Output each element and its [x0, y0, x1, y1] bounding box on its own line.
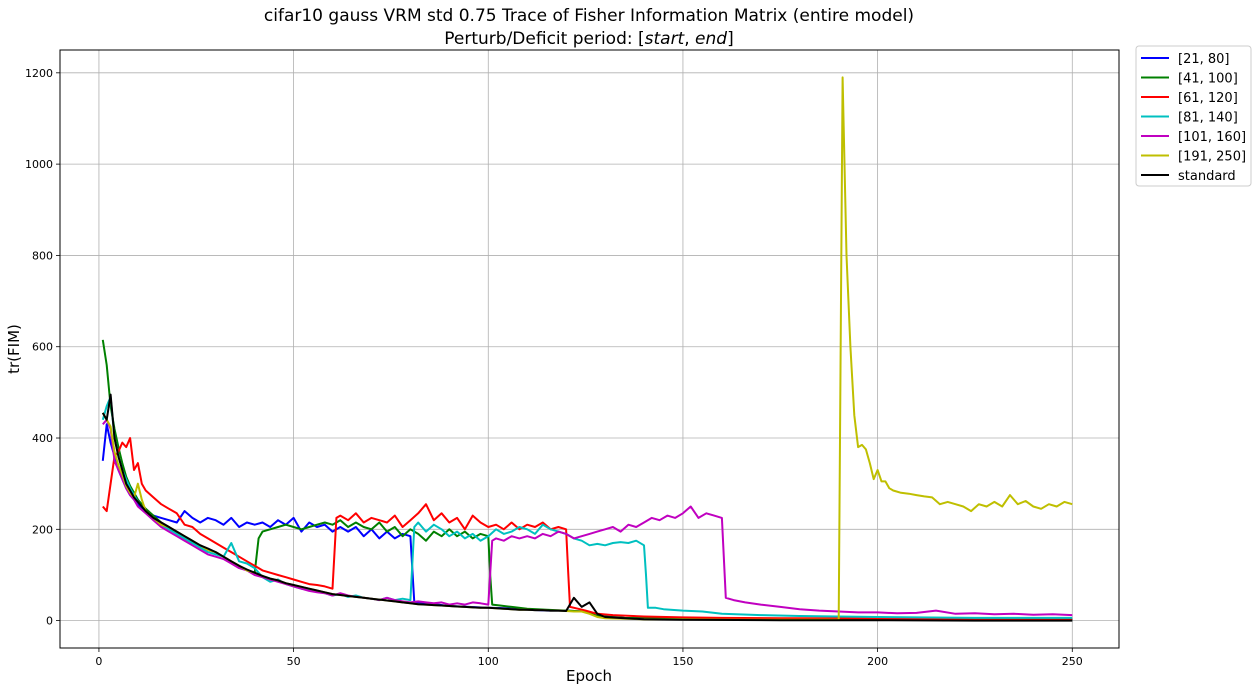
y-tick-label: 1000 [25, 158, 53, 171]
series-line-1 [101, 423, 1073, 621]
y-axis-label: tr(FIM) [5, 324, 23, 374]
x-axis-label: Epoch [566, 667, 612, 685]
x-tick-label: 50 [287, 655, 301, 668]
legend: [21, 80] [41, 100] [61, 120] [81, 140] [101,… [1135, 45, 1252, 187]
legend-label-7: standard [1178, 169, 1236, 184]
chart-subtitle-sep: , [684, 29, 695, 49]
legend-box [1135, 45, 1252, 187]
chart-subtitle: Perturb/Deficit period: [start, end] [444, 29, 733, 49]
series-line-2 [101, 339, 1073, 621]
grid-lines [60, 50, 1119, 648]
y-tick-label: 200 [32, 523, 53, 536]
x-tick-label: 0 [95, 655, 102, 668]
y-tick-label: 1200 [25, 67, 53, 80]
y-tick-label: 0 [46, 615, 53, 628]
plot-lines [101, 76, 1073, 622]
y-tick-label: 600 [32, 341, 53, 354]
legend-label-3: [61, 120] [1178, 91, 1238, 106]
legend-label-2: [41, 100] [1178, 72, 1238, 87]
x-tick-label: 150 [672, 655, 693, 668]
chart-title: cifar10 gauss VRM std 0.75 Trace of Fish… [264, 6, 914, 26]
x-axis: 0 50 100 150 200 250 [95, 648, 1083, 668]
series-line-5 [102, 418, 1073, 617]
x-tick-label: 250 [1062, 655, 1083, 668]
y-tick-label: 800 [32, 249, 53, 262]
series-line-4 [101, 395, 1073, 619]
chart-subtitle-prefix: Perturb/Deficit period: [ [444, 29, 644, 49]
series-line-6 [101, 76, 1073, 621]
x-tick-label: 200 [867, 655, 888, 668]
x-tick-label: 100 [478, 655, 499, 668]
series-line-7 [101, 393, 1073, 622]
y-tick-label: 400 [32, 432, 53, 445]
legend-label-1: [21, 80] [1178, 52, 1230, 67]
legend-label-5: [101, 160] [1178, 130, 1246, 145]
y-axis: 0 200 400 600 800 1000 1200 [25, 67, 60, 628]
plot-frame [59, 49, 1120, 649]
legend-label-4: [81, 140] [1178, 111, 1238, 126]
chart-subtitle-start: start [645, 29, 686, 49]
legend-label-6: [191, 250] [1178, 150, 1246, 165]
series-line-3 [102, 437, 1073, 620]
chart-subtitle-end: end [695, 29, 727, 49]
chart-subtitle-suffix: ] [727, 29, 734, 49]
